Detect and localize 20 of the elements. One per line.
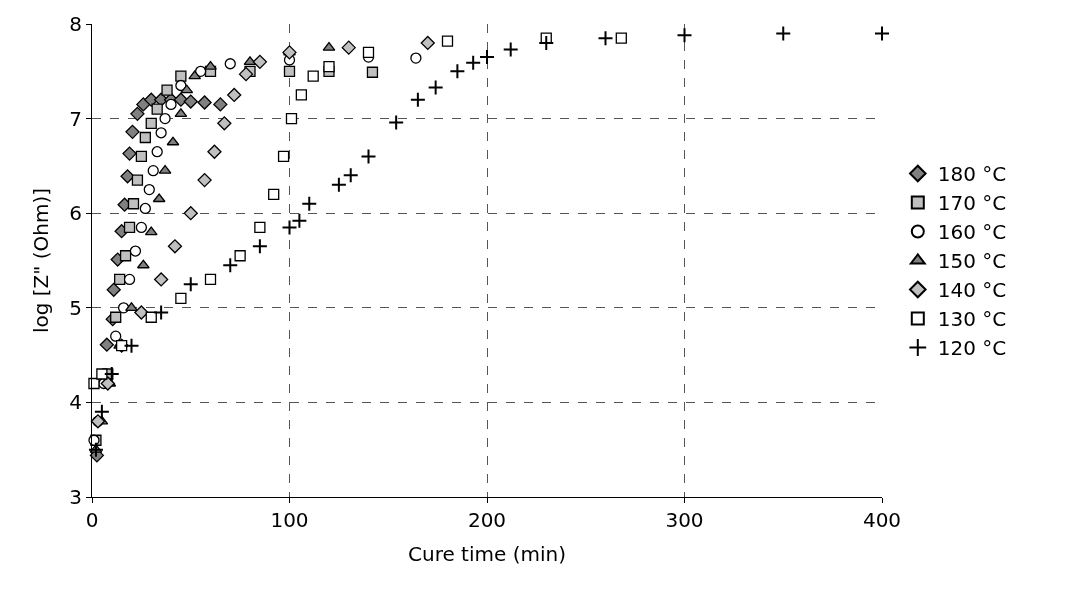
legend-label: 140 °C <box>937 278 1007 303</box>
legend-label: 170 °C <box>937 191 1007 216</box>
x-axis-title: Cure time (min) <box>408 541 566 566</box>
y-tick-label: 8 <box>69 12 82 36</box>
x-tick-label: 400 <box>862 508 902 532</box>
x-tick-label: 200 <box>467 508 507 532</box>
x-tick-label: 300 <box>665 508 704 532</box>
x-tick-label: 100 <box>270 508 309 532</box>
legend-label: 120 °C <box>937 336 1007 361</box>
legend-label: 160 °C <box>937 220 1007 245</box>
y-tick-label: 5 <box>69 295 82 320</box>
x-tick-label: 0 <box>85 508 99 532</box>
legend-label: 150 °C <box>937 249 1007 274</box>
y-tick-label: 4 <box>69 390 82 415</box>
legend-label: 180 °C <box>937 162 1007 187</box>
legend-label: 130 °C <box>937 307 1007 332</box>
y-tick-label: 6 <box>69 201 82 226</box>
y-tick-label: 7 <box>69 106 82 131</box>
y-tick-label: 3 <box>69 485 82 509</box>
y-axis-title: log [Z" (Ohm)] <box>28 187 53 334</box>
